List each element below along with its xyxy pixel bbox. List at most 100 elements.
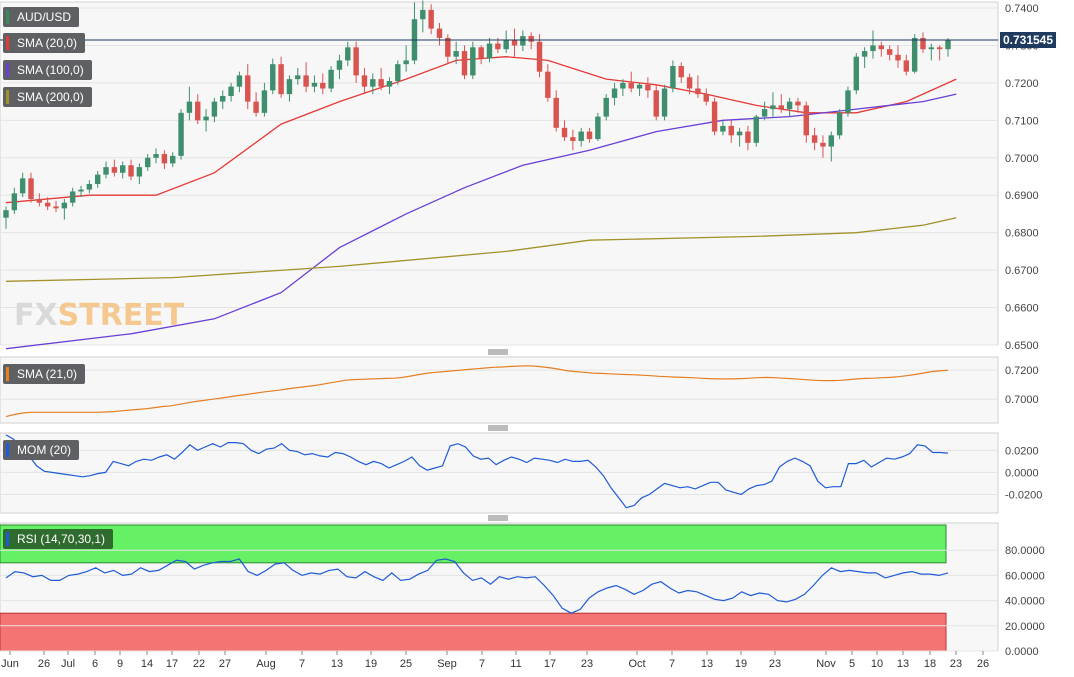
resize-grip[interactable] (488, 515, 508, 521)
candle-body (103, 167, 109, 175)
x-tick-label: 13 (331, 658, 343, 670)
sma-100-swatch (6, 63, 9, 77)
candle-body (686, 77, 693, 89)
resize-grip[interactable] (488, 425, 508, 431)
price-tick-label: 0.6500 (1005, 340, 1039, 352)
candle-body (745, 131, 751, 143)
x-tick-label: Oct (628, 658, 645, 670)
candle-body (36, 198, 43, 203)
price-panel (0, 1, 999, 346)
sma-20-swatch (6, 36, 9, 50)
candle-body (711, 101, 718, 132)
price-tick-label: 0.6800 (1005, 228, 1039, 240)
legend-rsi[interactable]: RSI (14,70,30,1) (3, 529, 114, 549)
candle-body (495, 43, 501, 50)
candle-body (703, 94, 709, 102)
candle-body (528, 36, 534, 42)
x-tick-label: 17 (544, 658, 556, 670)
price-tick-label: 0.6700 (1005, 265, 1039, 277)
candle-body (636, 84, 643, 89)
x-tick-label: 5 (849, 658, 855, 670)
x-tick-label: 23 (950, 658, 962, 670)
candle-body (445, 37, 451, 57)
sma-line (5, 217, 957, 282)
indicator-line (5, 365, 949, 418)
candle-body (645, 84, 651, 91)
candle-body (428, 9, 434, 29)
candle-body (586, 131, 593, 140)
candle-body (345, 47, 351, 61)
sma-line (5, 93, 957, 350)
legend-sma-200[interactable]: SMA (200,0) (3, 87, 92, 107)
candle-body (545, 71, 551, 98)
candle-body (903, 60, 910, 72)
x-tick-label: 13 (701, 658, 713, 670)
candle-body (553, 97, 559, 128)
sma-100-label: SMA (100,0) (17, 63, 84, 77)
candle-body (270, 64, 276, 91)
x-tick-label: 22 (193, 658, 205, 670)
candle-body (728, 125, 734, 136)
candle-body (778, 105, 784, 110)
panel-tick-label: -0.0200 (1005, 489, 1042, 501)
candle-body (478, 47, 484, 59)
candle-body (653, 90, 659, 117)
candle-body (578, 131, 584, 141)
candle-body (753, 116, 759, 143)
legend-sma-20[interactable]: SMA (20,0) (3, 33, 86, 53)
candle-body (378, 79, 384, 87)
x-tick-label: Jul (61, 658, 75, 670)
candle-body (11, 193, 18, 211)
candle-body (178, 112, 184, 156)
candle-body (28, 178, 34, 199)
resize-grip[interactable] (488, 349, 508, 355)
candle-body (86, 183, 93, 190)
candle-body (211, 101, 218, 117)
candle-body (3, 210, 9, 218)
candle-body (336, 60, 343, 70)
candle-body (770, 105, 776, 110)
sma21-panel (0, 356, 999, 424)
candle-body (628, 82, 634, 89)
legend-sma-100[interactable]: SMA (100,0) (3, 60, 92, 80)
candle-body (403, 60, 409, 65)
x-tick-label: 6 (92, 658, 98, 670)
x-tick-label: 7 (299, 658, 305, 670)
candle-body (111, 167, 118, 173)
candle-body (561, 127, 568, 138)
candle-body (145, 157, 151, 168)
candle-body (128, 165, 134, 177)
indicator-line (5, 558, 949, 614)
candle-body (828, 135, 835, 147)
candle-body (861, 51, 868, 57)
sma-21-swatch (6, 367, 9, 381)
candle-body (295, 75, 301, 80)
candle-body (936, 47, 943, 50)
panel-tick-label: 60.0000 (1005, 570, 1045, 582)
candle-body (803, 105, 809, 136)
legend-symbol[interactable]: AUD/USD (3, 7, 80, 27)
candle-body (761, 109, 768, 117)
x-tick-label: 14 (141, 658, 153, 670)
x-tick-label: 23 (769, 658, 781, 670)
price-tick-label: 0.6900 (1005, 190, 1039, 202)
candle-body (370, 79, 376, 87)
candle-body (395, 64, 401, 82)
candle-body (845, 90, 851, 113)
x-tick-label: 11 (510, 658, 521, 670)
candle-body (795, 101, 801, 106)
sma-20-label: SMA (20,0) (17, 36, 78, 50)
candle-body (503, 39, 509, 50)
candle-body (695, 88, 701, 95)
candle-body (511, 39, 518, 46)
legend-sma-21[interactable]: SMA (21,0) (3, 364, 86, 384)
candle-body (53, 206, 59, 209)
legend-mom[interactable]: MOM (20) (3, 440, 79, 460)
rsi-oversold-band (0, 612, 947, 652)
x-tick-label: 13 (897, 658, 909, 670)
candle-body (303, 75, 309, 87)
candle-body (928, 47, 935, 50)
candle-body (353, 47, 359, 76)
candle-body (170, 155, 176, 164)
